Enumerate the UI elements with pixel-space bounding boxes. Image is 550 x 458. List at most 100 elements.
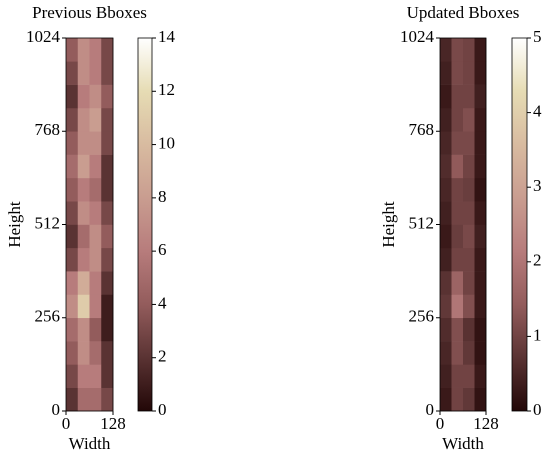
heat-cell bbox=[463, 271, 475, 295]
heat-cell bbox=[101, 38, 114, 62]
heat-cell bbox=[101, 364, 114, 388]
y-tick-label: 256 bbox=[409, 307, 435, 326]
heat-cell bbox=[440, 247, 452, 272]
y-label: Height bbox=[5, 201, 24, 248]
heat-cell bbox=[77, 224, 90, 249]
heat-cell bbox=[451, 154, 464, 179]
heat-cell bbox=[101, 294, 114, 319]
heat-cell bbox=[474, 154, 487, 179]
heat-cell bbox=[101, 177, 114, 202]
heat-cell bbox=[451, 294, 464, 319]
heat-cell bbox=[440, 317, 452, 342]
heat-cell bbox=[77, 154, 90, 179]
heat-cell bbox=[463, 38, 475, 62]
colorbar-tick-label: 10 bbox=[158, 133, 175, 152]
heat-cell bbox=[440, 224, 452, 249]
heat-cell bbox=[101, 341, 114, 365]
colorbar-tick-label: 0 bbox=[533, 400, 542, 419]
y-tick-label: 0 bbox=[52, 400, 61, 419]
heat-cell bbox=[66, 84, 79, 109]
heat-cell bbox=[451, 387, 464, 412]
heat-cell bbox=[463, 317, 475, 342]
colorbar bbox=[137, 37, 153, 412]
heat-cell bbox=[101, 154, 114, 179]
heat-cell bbox=[440, 177, 452, 202]
x-tick-label: 0 bbox=[436, 414, 445, 433]
heat-cell bbox=[101, 247, 114, 272]
heat-cell bbox=[77, 341, 90, 365]
heat-cell bbox=[77, 201, 90, 225]
heat-cell bbox=[474, 201, 487, 225]
heat-cell bbox=[101, 224, 114, 249]
heat-cell bbox=[451, 364, 464, 388]
heat-cell bbox=[89, 224, 102, 249]
heat-cell bbox=[474, 224, 487, 249]
colorbar-tick-label: 4 bbox=[158, 293, 167, 312]
heat-cell bbox=[66, 61, 79, 85]
heat-cell bbox=[77, 61, 90, 85]
heat-cell bbox=[89, 38, 102, 62]
title: Updated Bboxes bbox=[407, 3, 520, 22]
heat-cell bbox=[451, 38, 464, 62]
y-tick-label: 1024 bbox=[26, 27, 61, 46]
heat-cell bbox=[66, 177, 79, 202]
heat-cell bbox=[66, 38, 79, 62]
heat-cell bbox=[463, 387, 475, 412]
colorbar-tick-label: 0 bbox=[158, 400, 167, 419]
heat-cell bbox=[463, 154, 475, 179]
heat-cell bbox=[66, 131, 79, 155]
heat-cell bbox=[101, 131, 114, 155]
heat-cell bbox=[451, 271, 464, 295]
heat-cell bbox=[463, 247, 475, 272]
heat-cell bbox=[440, 387, 452, 412]
heat-cell bbox=[89, 317, 102, 342]
x-tick-label: 128 bbox=[100, 414, 126, 433]
heat-cell bbox=[440, 341, 452, 365]
colorbar bbox=[511, 37, 528, 412]
heat-cell bbox=[440, 271, 452, 295]
colorbar-tick-label: 8 bbox=[158, 187, 167, 206]
heat-cell bbox=[89, 247, 102, 272]
colorbar-tick-label: 2 bbox=[533, 251, 542, 270]
heat-cell bbox=[440, 201, 452, 225]
colorbar-tick-label: 5 bbox=[533, 27, 542, 46]
heat-cell bbox=[451, 247, 464, 272]
heat-cell bbox=[474, 84, 487, 109]
heat-cell bbox=[89, 61, 102, 85]
heat-cell bbox=[77, 177, 90, 202]
heat-cell bbox=[89, 154, 102, 179]
heat-cell bbox=[463, 107, 475, 132]
heat-cell bbox=[66, 387, 79, 412]
heat-cell bbox=[474, 177, 487, 202]
heat-cell bbox=[89, 131, 102, 155]
x-tick-label: 0 bbox=[62, 414, 71, 433]
heat-cell bbox=[66, 224, 79, 249]
heat-cell bbox=[77, 38, 90, 62]
heat-cell bbox=[440, 107, 452, 132]
colorbar-tick-label: 4 bbox=[533, 102, 542, 121]
heat-cell bbox=[89, 107, 102, 132]
heat-cell bbox=[474, 364, 487, 388]
heat-cell bbox=[463, 364, 475, 388]
heat-cell bbox=[101, 201, 114, 225]
heat-cell bbox=[89, 84, 102, 109]
heat-cell bbox=[66, 271, 79, 295]
heat-cell bbox=[440, 294, 452, 319]
x-label: Width bbox=[69, 434, 111, 453]
heat-cell bbox=[440, 61, 452, 85]
heat-cell bbox=[77, 271, 90, 295]
heat-cell bbox=[474, 387, 487, 412]
heat-cell bbox=[101, 84, 114, 109]
heat-cell bbox=[463, 224, 475, 249]
heat-cell bbox=[463, 201, 475, 225]
heat-cell bbox=[474, 38, 487, 62]
heat-cell bbox=[440, 364, 452, 388]
heat-cell bbox=[66, 364, 79, 388]
heat-cell bbox=[463, 61, 475, 85]
heat-cell bbox=[474, 61, 487, 85]
heat-cell bbox=[474, 317, 487, 342]
y-label: Height bbox=[379, 201, 398, 248]
heat-cell bbox=[474, 107, 487, 132]
heat-cell bbox=[463, 131, 475, 155]
